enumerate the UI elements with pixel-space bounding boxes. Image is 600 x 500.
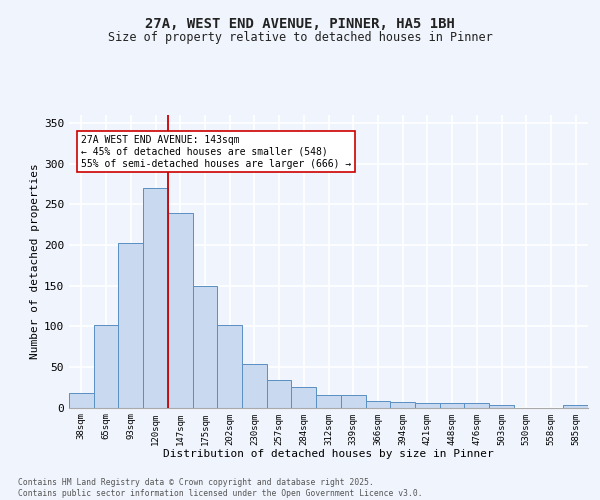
Bar bbox=[365, 401, 390, 407]
X-axis label: Distribution of detached houses by size in Pinner: Distribution of detached houses by size … bbox=[163, 449, 494, 459]
Bar bbox=[489, 405, 514, 407]
Bar bbox=[292, 387, 316, 407]
Bar bbox=[440, 404, 464, 407]
Bar bbox=[193, 286, 217, 408]
Bar bbox=[464, 404, 489, 407]
Bar bbox=[242, 364, 267, 408]
Bar bbox=[563, 405, 588, 407]
Bar bbox=[341, 396, 365, 407]
Bar bbox=[390, 402, 415, 407]
Text: 27A WEST END AVENUE: 143sqm
← 45% of detached houses are smaller (548)
55% of se: 27A WEST END AVENUE: 143sqm ← 45% of det… bbox=[82, 136, 352, 168]
Bar bbox=[316, 396, 341, 407]
Bar bbox=[267, 380, 292, 407]
Bar bbox=[415, 404, 440, 407]
Bar bbox=[94, 324, 118, 407]
Text: Size of property relative to detached houses in Pinner: Size of property relative to detached ho… bbox=[107, 31, 493, 44]
Bar bbox=[118, 242, 143, 408]
Bar bbox=[217, 326, 242, 407]
Y-axis label: Number of detached properties: Number of detached properties bbox=[30, 164, 40, 359]
Bar bbox=[168, 212, 193, 408]
Text: 27A, WEST END AVENUE, PINNER, HA5 1BH: 27A, WEST END AVENUE, PINNER, HA5 1BH bbox=[145, 18, 455, 32]
Bar bbox=[143, 188, 168, 408]
Bar bbox=[69, 393, 94, 407]
Text: Contains HM Land Registry data © Crown copyright and database right 2025.
Contai: Contains HM Land Registry data © Crown c… bbox=[18, 478, 422, 498]
